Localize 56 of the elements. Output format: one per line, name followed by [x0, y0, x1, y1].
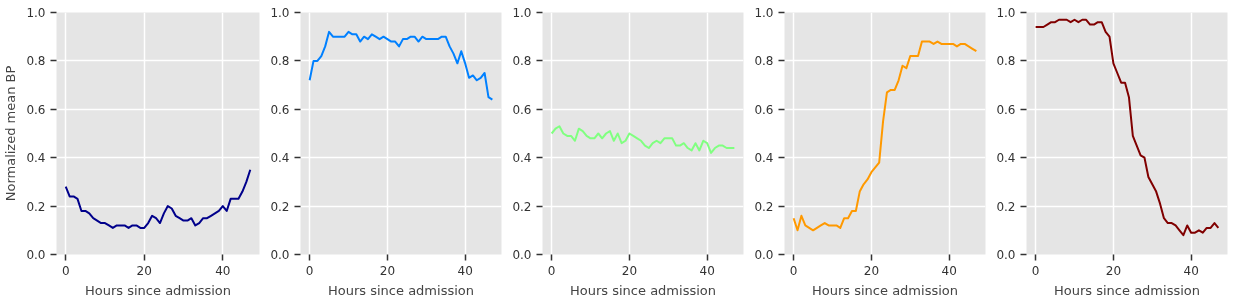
- y-tick-label: 0.6: [754, 102, 774, 117]
- x-axis-title: Hours since admission: [812, 282, 958, 298]
- x-tick-label: 40: [699, 263, 715, 278]
- y-tick-label: 0.0: [996, 248, 1016, 262]
- y-tick-label: 0.8: [996, 54, 1016, 69]
- x-axis-title: Hours since admission: [570, 282, 716, 298]
- x-tick-label: 40: [457, 263, 473, 278]
- y-tick-label: 0.6: [26, 102, 46, 117]
- x-tick-label: 20: [1105, 263, 1122, 278]
- line-series: [1034, 18, 1220, 237]
- y-tick-label: 0.0: [270, 248, 290, 262]
- x-axis-title: Hours since admission: [1054, 282, 1200, 298]
- x-tick-label: 20: [379, 263, 396, 278]
- y-tick-label: 0.2: [754, 199, 774, 214]
- x-tick-label: 0: [61, 263, 70, 278]
- x-tick-label: 20: [136, 263, 152, 278]
- y-tick-label: 0.2: [270, 199, 290, 214]
- y-tick-label: 0.2: [512, 199, 532, 214]
- y-tick-label: 1.0: [270, 6, 290, 20]
- y-tick-label: 1.0: [512, 6, 532, 20]
- y-tick-label: 1.0: [26, 6, 46, 20]
- line-series: [792, 40, 978, 232]
- y-tick-label: 1.0: [996, 6, 1016, 20]
- y-tick-label: 0.4: [754, 151, 774, 166]
- x-tick-label: 0: [789, 263, 798, 278]
- x-tick-label: 0: [1031, 263, 1040, 278]
- x-tick-label: 0: [547, 263, 556, 278]
- y-tick-label: 0.4: [26, 151, 46, 166]
- x-tick-label: 40: [215, 263, 231, 278]
- y-tick-label: 0.4: [996, 151, 1016, 166]
- line-series: [308, 30, 494, 101]
- y-tick-label: 0.4: [512, 151, 532, 166]
- line-series: [550, 125, 736, 154]
- y-tick-label: 0.8: [512, 54, 532, 69]
- y-tick-label: 0.2: [26, 199, 46, 214]
- y-tick-label: 0.2: [996, 199, 1016, 214]
- x-tick-label: 40: [1183, 263, 1199, 278]
- y-tick-label: 1.0: [754, 6, 774, 20]
- x-tick-label: 20: [863, 263, 880, 278]
- x-axis-title: Hours since admission: [328, 282, 474, 298]
- y-tick-label: 0.8: [270, 54, 290, 69]
- x-tick-label: 40: [941, 263, 957, 278]
- x-tick-label: 0: [305, 263, 314, 278]
- y-axis-title: Normalized mean BP: [3, 65, 19, 202]
- y-tick-label: 0.0: [754, 248, 774, 262]
- x-axis-title: Hours since admission: [85, 282, 231, 298]
- y-tick-label: 0.0: [512, 248, 532, 262]
- y-tick-label: 0.0: [26, 248, 46, 262]
- y-tick-label: 0.6: [996, 102, 1016, 117]
- y-tick-label: 0.8: [26, 54, 46, 69]
- y-tick-label: 0.6: [270, 102, 290, 117]
- x-tick-label: 20: [621, 263, 638, 278]
- line-series: [64, 168, 252, 229]
- y-tick-label: 0.6: [512, 102, 532, 117]
- y-tick-label: 0.8: [754, 54, 774, 69]
- y-tick-label: 0.4: [270, 151, 290, 166]
